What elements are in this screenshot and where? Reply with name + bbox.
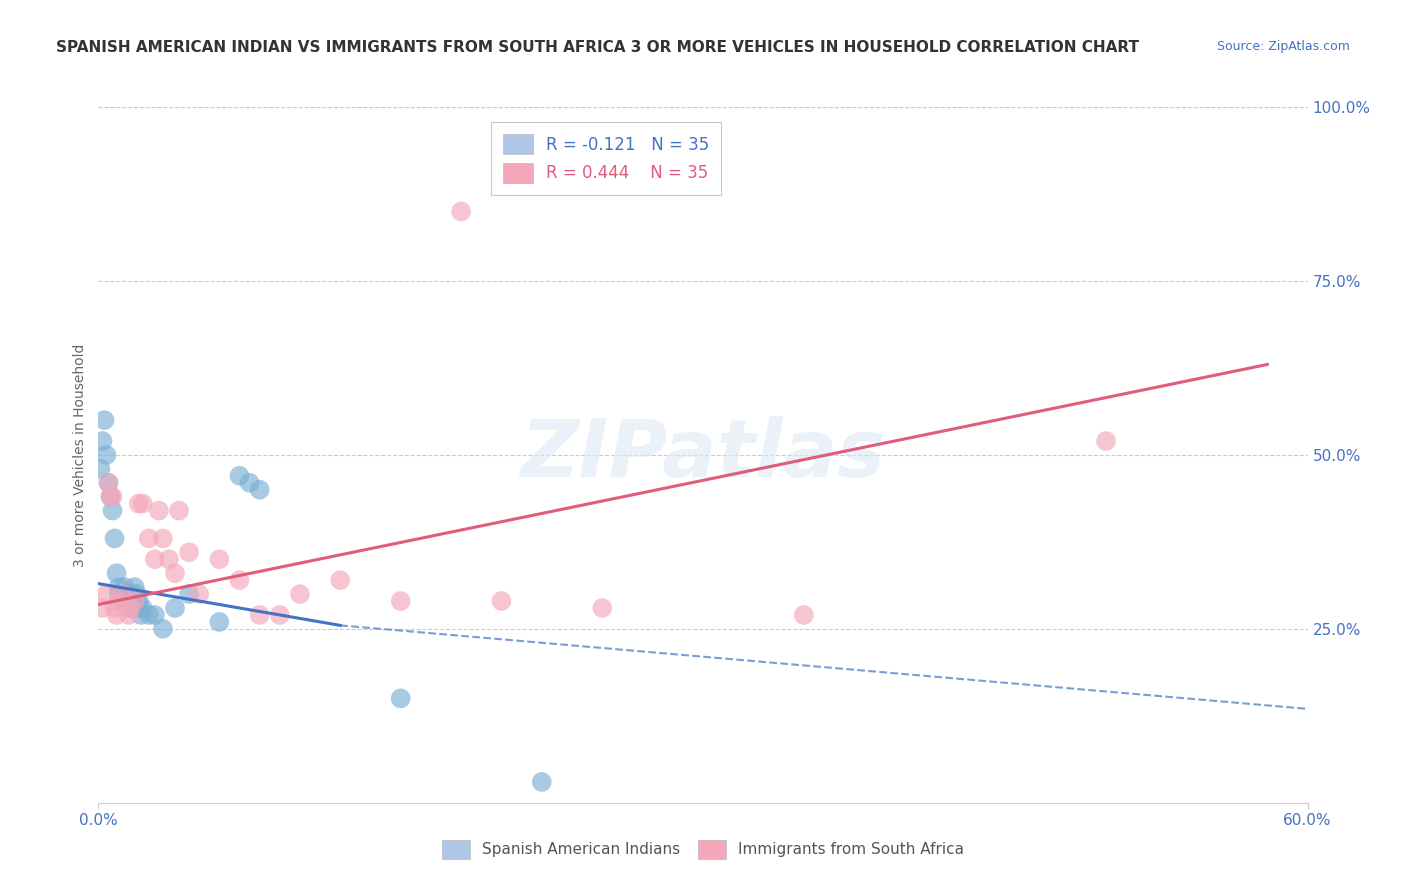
Point	[249, 607, 271, 622]
Point	[111, 587, 134, 601]
Point	[101, 503, 124, 517]
Point	[179, 587, 201, 601]
Point	[107, 594, 129, 608]
Point	[188, 587, 211, 601]
Point	[128, 594, 150, 608]
Point	[239, 475, 262, 490]
Text: Source: ZipAtlas.com: Source: ZipAtlas.com	[1216, 40, 1350, 54]
Point	[132, 497, 155, 511]
Point	[97, 475, 120, 490]
Point	[143, 552, 166, 566]
Point	[163, 566, 186, 581]
Point	[114, 580, 136, 594]
Point	[89, 462, 111, 476]
Y-axis label: 3 or more Vehicles in Household: 3 or more Vehicles in Household	[73, 343, 87, 566]
Point	[491, 594, 513, 608]
Point	[107, 580, 129, 594]
Point	[329, 573, 352, 587]
Point	[389, 594, 412, 608]
Point	[100, 490, 122, 504]
Point	[96, 587, 118, 601]
Point	[96, 448, 118, 462]
Point	[132, 601, 155, 615]
Point	[288, 587, 311, 601]
Text: SPANISH AMERICAN INDIAN VS IMMIGRANTS FROM SOUTH AFRICA 3 OR MORE VEHICLES IN HO: SPANISH AMERICAN INDIAN VS IMMIGRANTS FR…	[56, 40, 1139, 55]
Point	[93, 413, 115, 427]
Point	[120, 587, 142, 601]
Point	[143, 607, 166, 622]
Point	[111, 594, 134, 608]
Point	[152, 622, 174, 636]
Point	[100, 490, 122, 504]
Point	[249, 483, 271, 497]
Point	[450, 204, 472, 219]
Point	[120, 601, 142, 615]
Point	[138, 532, 160, 546]
Point	[128, 601, 150, 615]
Point	[129, 607, 152, 622]
Point	[228, 573, 250, 587]
Point	[101, 490, 124, 504]
Point	[124, 594, 146, 608]
Point	[228, 468, 250, 483]
Point	[103, 532, 125, 546]
Point	[115, 587, 138, 601]
Point	[1095, 434, 1118, 448]
Point	[163, 601, 186, 615]
Point	[167, 503, 190, 517]
Point	[105, 566, 128, 581]
Point	[107, 587, 129, 601]
Point	[269, 607, 291, 622]
Point	[125, 587, 148, 601]
Point	[118, 607, 141, 622]
Point	[208, 615, 231, 629]
Point	[97, 475, 120, 490]
Point	[389, 691, 412, 706]
Legend: Spanish American Indians, Immigrants from South Africa: Spanish American Indians, Immigrants fro…	[436, 834, 970, 864]
Text: ZIPatlas: ZIPatlas	[520, 416, 886, 494]
Point	[121, 601, 143, 615]
Point	[208, 552, 231, 566]
Point	[91, 434, 114, 448]
Point	[157, 552, 180, 566]
Point	[179, 545, 201, 559]
Point	[591, 601, 613, 615]
Point	[124, 594, 146, 608]
Point	[118, 601, 141, 615]
Point	[138, 607, 160, 622]
Point	[152, 532, 174, 546]
Point	[793, 607, 815, 622]
Point	[124, 580, 146, 594]
Point	[105, 607, 128, 622]
Point	[103, 601, 125, 615]
Point	[148, 503, 170, 517]
Point	[91, 601, 114, 615]
Point	[530, 775, 553, 789]
Point	[128, 497, 150, 511]
